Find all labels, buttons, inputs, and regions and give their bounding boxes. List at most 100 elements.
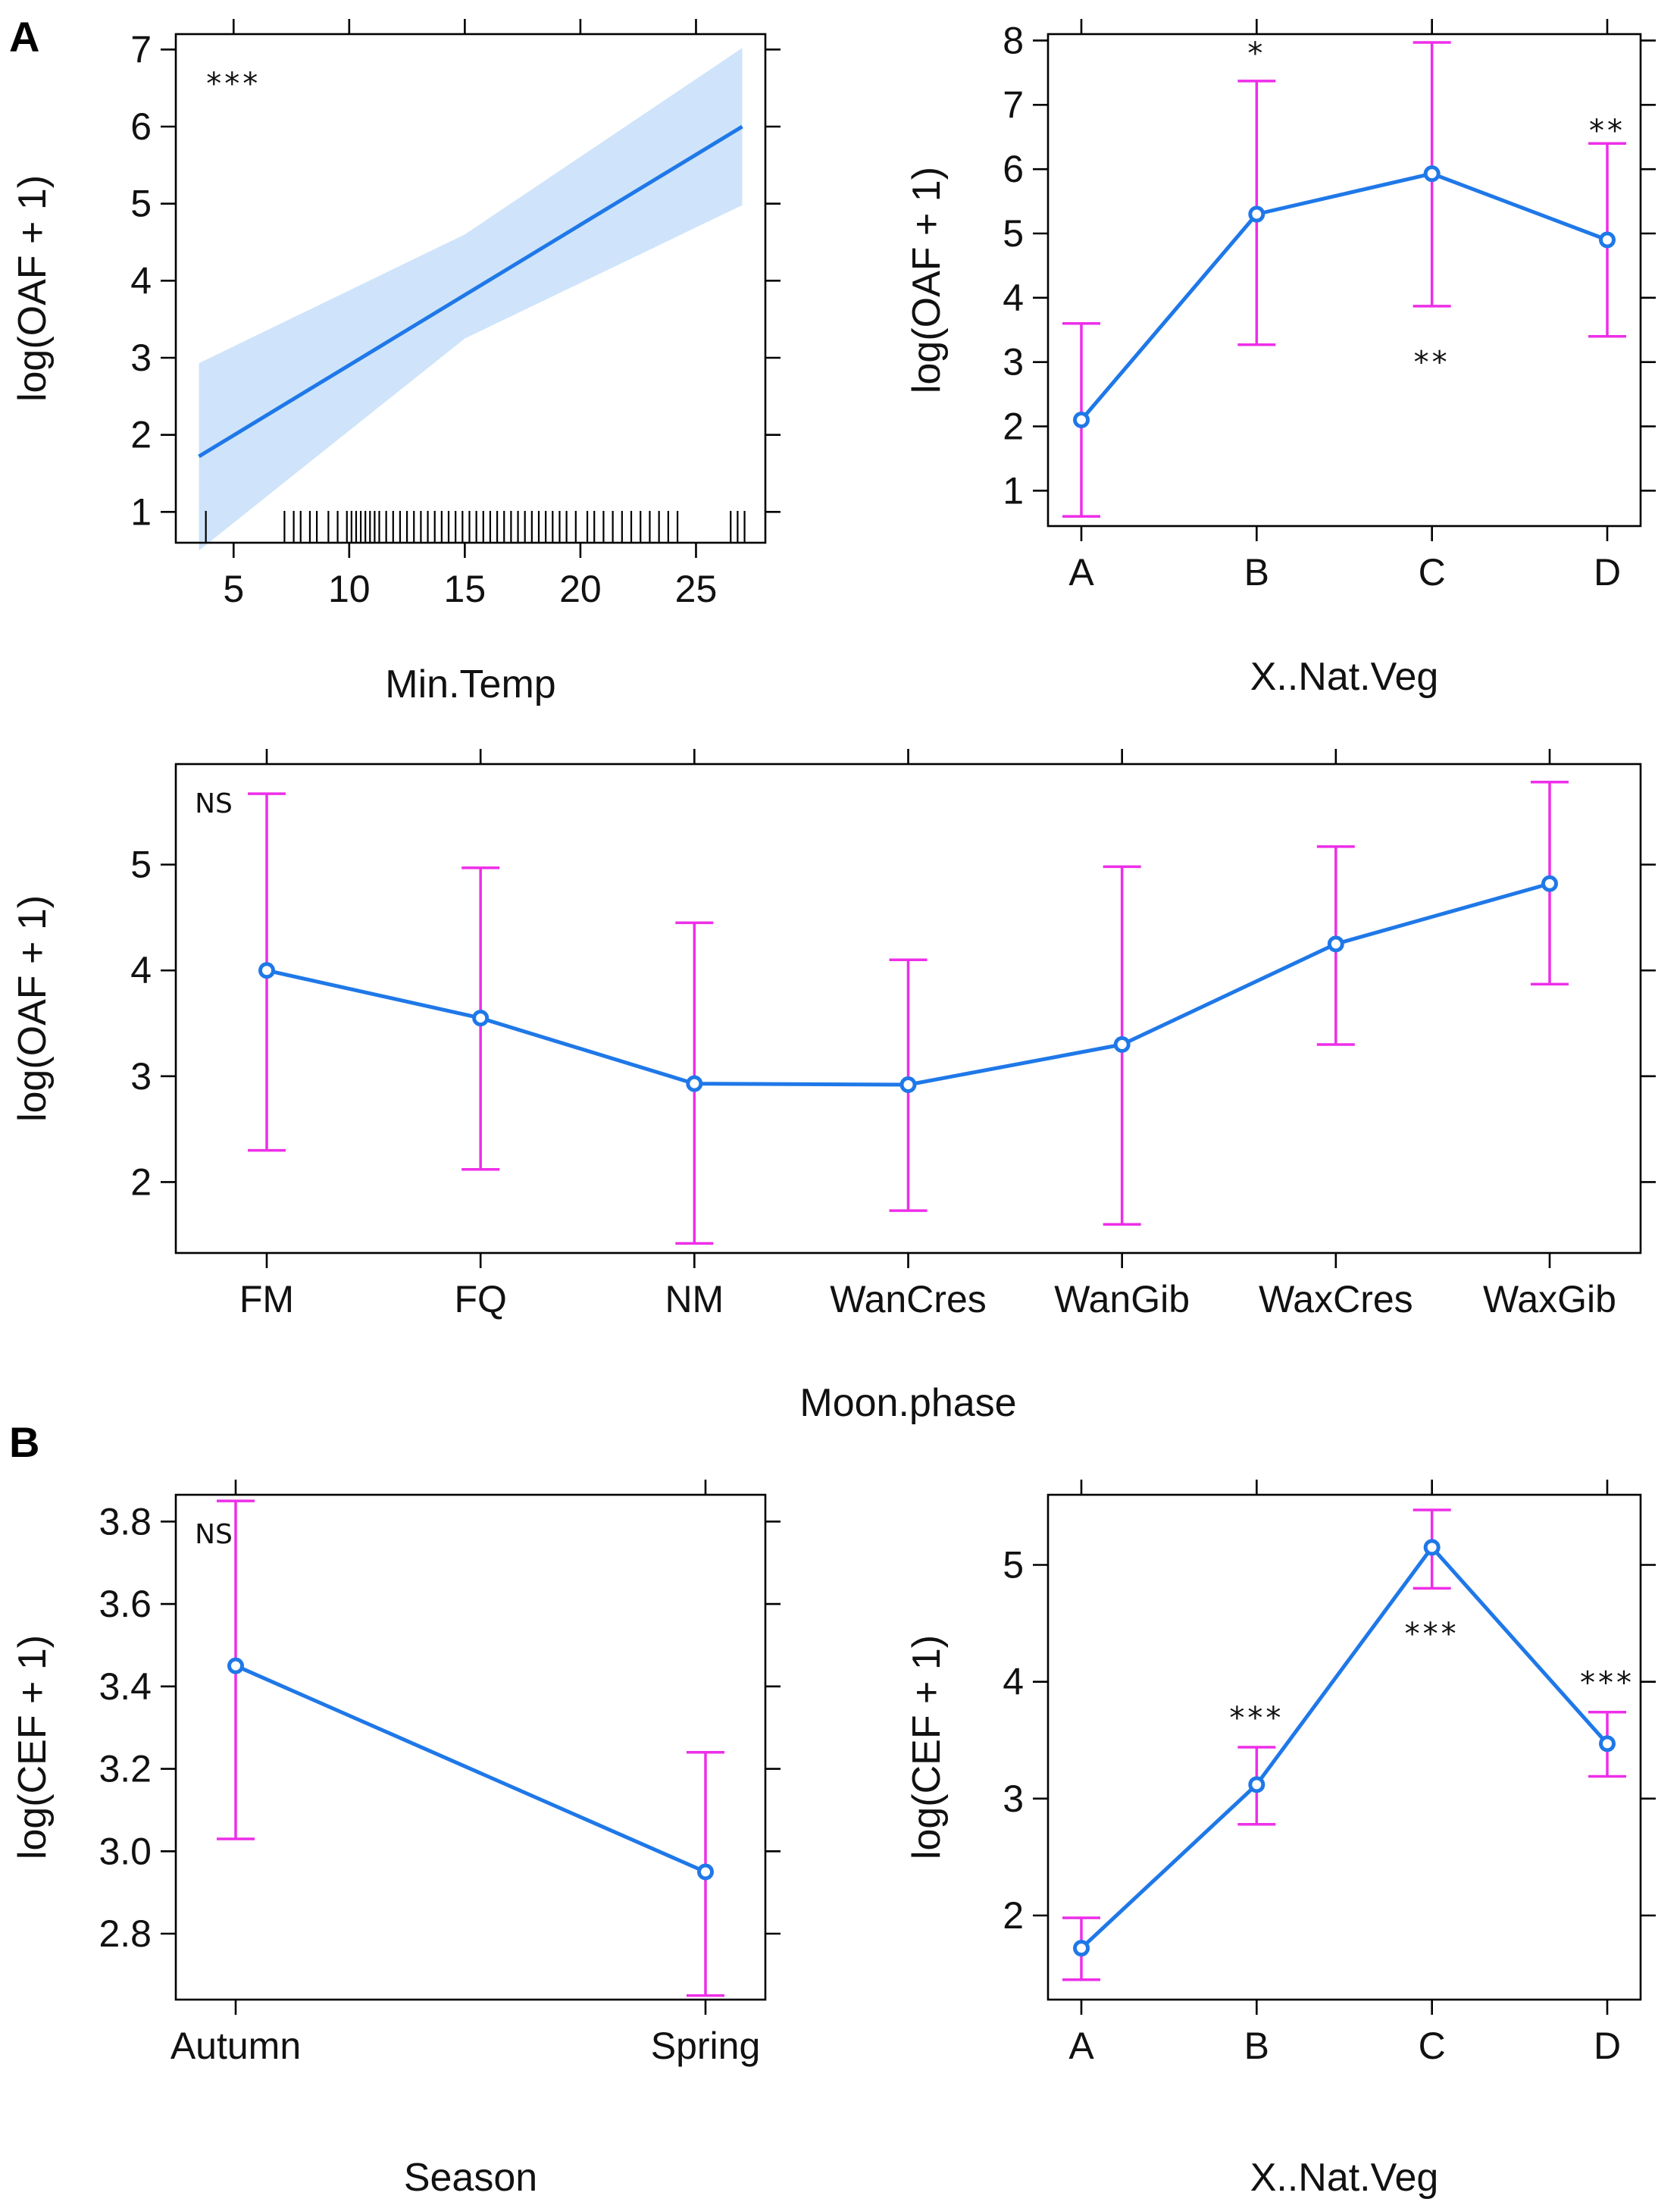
x-tick-label: WaxCres (1259, 1278, 1413, 1320)
x-tick-label: WanGib (1054, 1278, 1190, 1320)
x-tick-label: FQ (454, 1278, 506, 1320)
data-point (1327, 935, 1344, 953)
y-tick-label: 5 (130, 183, 152, 225)
x-tick-label: B (1244, 2025, 1269, 2067)
x-tick-label: Spring (651, 2025, 761, 2067)
data-point (1599, 231, 1616, 249)
x-tick-label: 25 (675, 568, 718, 610)
y-axis: 1 2 3 4 5 6 7 8 (1003, 19, 1656, 512)
plot-frame (1046, 1493, 1642, 2001)
data-point (697, 1863, 714, 1881)
y-tick-label: 5 (130, 844, 152, 886)
significance-label: ** (1414, 345, 1450, 380)
x-axis: 5 10 15 20 25 (223, 19, 717, 610)
significance-label: *** (1405, 1617, 1459, 1652)
y-axis: 2 3 4 5 (1003, 1544, 1656, 1937)
y-axis-label: log(OAF + 1) (11, 175, 55, 402)
x-tick-label: 15 (444, 568, 486, 610)
x-tick-label: WanCres (830, 1278, 987, 1320)
x-tick-label: A (1068, 551, 1094, 594)
x-tick-label: 20 (559, 568, 602, 610)
series-line (198, 124, 743, 459)
y-tick-label: 2.8 (99, 1912, 152, 1955)
data-point (1073, 1940, 1090, 1957)
y-tick-label: 3 (1003, 341, 1024, 384)
x-axis-label: Moon.phase (799, 1381, 1016, 1425)
x-tick-label: NM (665, 1278, 724, 1320)
y-tick-label: 3 (130, 1055, 152, 1098)
significance-label: *** (1229, 1701, 1284, 1736)
y-tick-label: 6 (130, 105, 152, 148)
x-axis: FM FQ NM WanCres WanGib WaxCres WaxGib (239, 749, 1616, 1320)
y-tick-label: 3.2 (99, 1748, 152, 1790)
x-tick-label: A (1068, 2025, 1094, 2067)
series-line (1080, 1545, 1609, 1950)
data-point (1541, 875, 1558, 892)
y-tick-label: 3.4 (99, 1665, 152, 1708)
x-axis: A B C D (1068, 1480, 1621, 2067)
rug (205, 511, 746, 543)
x-tick-label: 5 (223, 568, 244, 610)
y-tick-label: 3.6 (99, 1583, 152, 1625)
data-point (258, 962, 275, 979)
x-axis-label: X..Nat.Veg (1250, 655, 1439, 699)
y-tick-label: 7 (1003, 83, 1024, 126)
y-axis: 2 3 4 5 (130, 844, 1656, 1203)
chart-p5: A B C D 2 3 4 5 X..Nat.Veg log(CEF + 1) *** *** *** (905, 1480, 1656, 2200)
data-point (227, 1657, 244, 1674)
y-tick-label: 4 (1003, 277, 1024, 319)
y-tick-label: 3.0 (99, 1830, 152, 1872)
y-tick-label: 4 (1003, 1661, 1024, 1703)
y-axis-label: log(CEF + 1) (11, 1635, 55, 1859)
data-point (899, 1076, 917, 1094)
y-axis-label: log(OAF + 1) (905, 167, 949, 393)
y-axis: 1 2 3 4 5 6 7 (130, 28, 781, 533)
x-axis-label: Min.Temp (385, 662, 555, 706)
data-point (1423, 165, 1441, 183)
confidence-band (199, 48, 743, 551)
x-tick-label: B (1244, 551, 1269, 594)
x-tick-label: Autumn (171, 2025, 301, 2067)
plot-frame (1046, 33, 1642, 528)
x-tick-label: FM (239, 1278, 294, 1320)
y-tick-label: 3 (130, 337, 152, 379)
x-axis-label: Season (404, 2156, 537, 2200)
y-tick-label: 3.8 (99, 1500, 152, 1543)
y-tick-label: 5 (1003, 212, 1024, 255)
x-axis: Autumn Spring (171, 1480, 760, 2067)
y-tick-label: 2 (130, 414, 152, 456)
x-axis-label: X..Nat.Veg (1250, 2156, 1439, 2200)
y-axis-label: log(OAF + 1) (11, 895, 55, 1122)
x-tick-label: C (1419, 2025, 1446, 2067)
chart-p3: FM FQ NM WanCres WanGib WaxCres WaxGib 2 3 4 5 Moon… (11, 749, 1656, 1425)
significance-label: NS (195, 1519, 233, 1550)
y-tick-label: 3 (1003, 1778, 1024, 1820)
y-tick-label: 4 (130, 259, 152, 302)
data-point (1073, 412, 1090, 429)
y-axis-label: log(CEF + 1) (905, 1635, 949, 1859)
data-point (1248, 205, 1265, 223)
x-tick-label: D (1594, 551, 1621, 594)
panel-label-b: B (9, 1418, 39, 1466)
plot-frame (174, 33, 767, 544)
series-line (234, 1664, 707, 1874)
chart-p1: 5 10 15 20 25 1 2 3 4 5 6 7 Min.Temp log(OAF + 1) *** (11, 19, 781, 706)
y-tick-label: 1 (1003, 469, 1024, 512)
x-tick-label: WaxGib (1483, 1278, 1616, 1320)
x-tick-label: 10 (328, 568, 371, 610)
significance-label: *** (1580, 1666, 1635, 1701)
y-tick-label: 7 (130, 28, 152, 70)
y-tick-label: 2 (1003, 1894, 1024, 1937)
y-tick-label: 4 (130, 949, 152, 991)
y-tick-label: 2 (1003, 406, 1024, 448)
plot-frame (174, 1493, 767, 2001)
series-line (1080, 171, 1608, 421)
significance-label: * (1247, 36, 1265, 71)
x-tick-label: C (1419, 551, 1446, 594)
data-point (1423, 1539, 1441, 1556)
significance-label: *** (206, 67, 261, 102)
data-point (686, 1075, 703, 1092)
